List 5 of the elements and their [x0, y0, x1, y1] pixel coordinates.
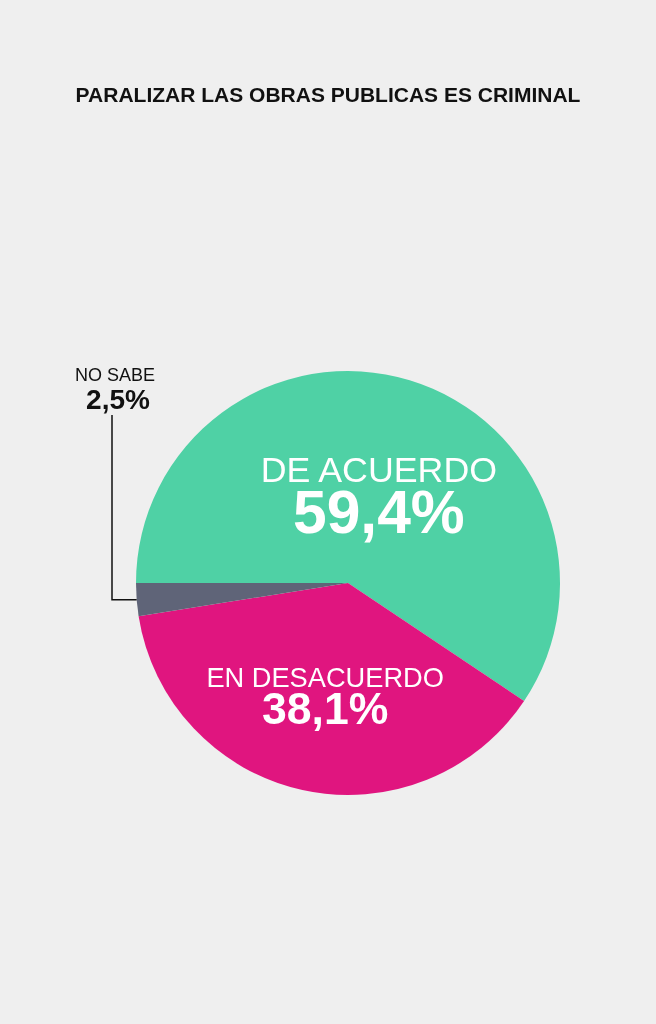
- slice-label: NO SABE: [74, 365, 156, 385]
- data-label: 2,5%: [86, 384, 151, 415]
- pie-slice: [138, 583, 525, 795]
- pie-slice: [136, 583, 348, 617]
- chart-title: PARALIZAR LAS OBRAS PUBLICAS ES CRIMINAL: [74, 82, 582, 108]
